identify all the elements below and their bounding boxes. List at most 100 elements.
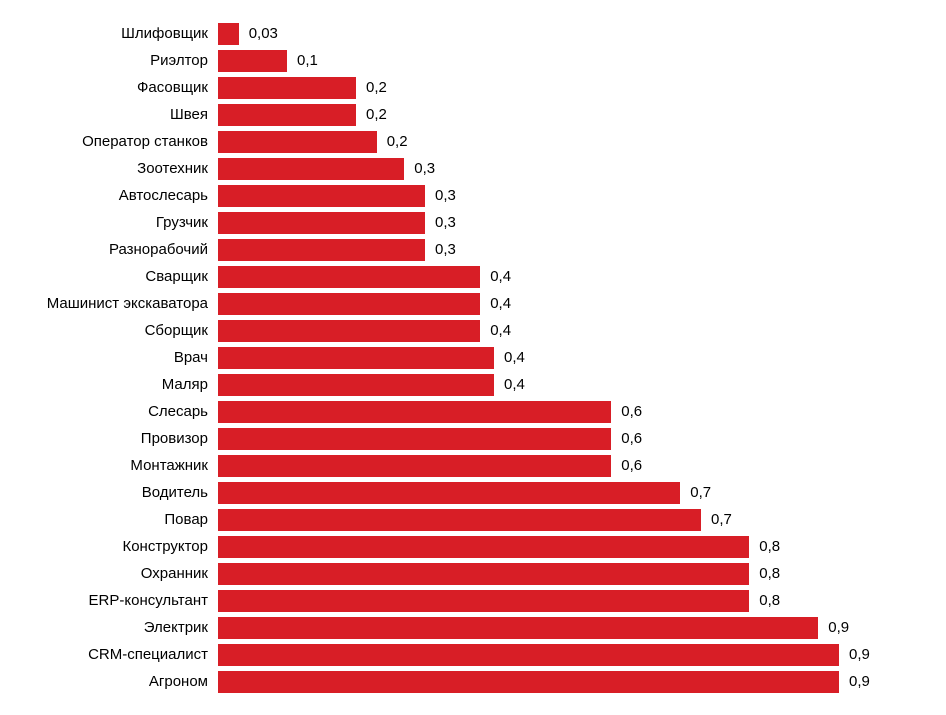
bar-fill [218,320,480,342]
bar-row: Зоотехник0,3 [20,155,926,182]
bar-value-label: 0,2 [377,133,408,150]
bar-track: 0,6 [218,428,926,450]
bar-track: 0,2 [218,77,926,99]
bar-row: Конструктор0,8 [20,533,926,560]
bar-row: CRM-специалист 0,9 [20,641,926,668]
bar-track: 0,9 [218,617,926,639]
bar-category-label: ERP-консультант [20,592,218,609]
bar-value-label: 0,2 [356,79,387,96]
bar-row: Маляр 0,4 [20,371,926,398]
bar-category-label: CRM-специалист [20,646,218,663]
bar-category-label: Охранник [20,565,218,582]
bar-track: 0,3 [218,239,926,261]
bar-track: 0,6 [218,455,926,477]
bar-row: Грузчик0,3 [20,209,926,236]
bar-fill [218,266,480,288]
bar-row: Риэлтор 0,1 [20,47,926,74]
bar-track: 0,3 [218,185,926,207]
bar-row: ERP-консультант 0,8 [20,587,926,614]
bar-fill [218,158,404,180]
bar-row: Провизор0,6 [20,425,926,452]
bar-category-label: Провизор [20,430,218,447]
bar-value-label: 0,7 [701,511,732,528]
bar-value-label: 0,6 [611,457,642,474]
bar-value-label: 0,2 [356,106,387,123]
bar-category-label: Разнорабочий [20,241,218,258]
bar-value-label: 0,4 [494,376,525,393]
bar-fill [218,455,611,477]
bar-value-label: 0,9 [818,619,849,636]
bar-fill [218,644,839,666]
bar-row: Электрик 0,9 [20,614,926,641]
bar-row: Врач0,4 [20,344,926,371]
bar-category-label: Фасовщик [20,79,218,96]
bar-fill [218,347,494,369]
bar-track: 0,1 [218,50,926,72]
bar-fill [218,536,749,558]
horizontal-bar-chart: Шлифовщик 0,03 Риэлтор 0,1 Фасовщик 0,2 Швея 0,… [20,20,926,695]
bar-row: Охранник 0,8 [20,560,926,587]
bar-track: 0,8 [218,536,926,558]
bar-category-label: Повар [20,511,218,528]
bar-fill [218,590,749,612]
bar-category-label: Швея [20,106,218,123]
bar-value-label: 0,8 [749,592,780,609]
bar-fill [218,50,287,72]
bar-row: Агроном 0,9 [20,668,926,695]
bar-category-label: Слесарь [20,403,218,420]
bar-fill [218,428,611,450]
bar-category-label: Маляр [20,376,218,393]
bar-track: 0,4 [218,320,926,342]
bar-track: 0,3 [218,158,926,180]
bar-value-label: 0,1 [287,52,318,69]
bar-category-label: Электрик [20,619,218,636]
bar-row: Автослесарь 0,3 [20,182,926,209]
bar-category-label: Сборщик [20,322,218,339]
bar-track: 0,2 [218,131,926,153]
bar-category-label: Сварщик [20,268,218,285]
bar-track: 0,8 [218,563,926,585]
bar-row: Монтажник 0,6 [20,452,926,479]
bar-fill [218,185,425,207]
bar-value-label: 0,9 [839,646,870,663]
bar-fill [218,482,680,504]
bar-fill [218,104,356,126]
bar-track: 0,9 [218,644,926,666]
bar-row: Шлифовщик 0,03 [20,20,926,47]
bar-fill [218,77,356,99]
bar-value-label: 0,4 [480,322,511,339]
bar-track: 0,3 [218,212,926,234]
bar-value-label: 0,4 [480,295,511,312]
bar-track: 0,2 [218,104,926,126]
bar-category-label: Автослесарь [20,187,218,204]
bar-fill [218,293,480,315]
bar-category-label: Машинист экскаватора [20,295,218,312]
bar-fill [218,374,494,396]
bar-category-label: Монтажник [20,457,218,474]
bar-category-label: Конструктор [20,538,218,555]
bar-row: Разнорабочий 0,3 [20,236,926,263]
bar-value-label: 0,8 [749,565,780,582]
bar-category-label: Риэлтор [20,52,218,69]
bar-value-label: 0,3 [425,214,456,231]
bar-fill [218,239,425,261]
bar-value-label: 0,3 [425,187,456,204]
bar-category-label: Шлифовщик [20,25,218,42]
bar-fill [218,401,611,423]
bar-fill [218,23,239,45]
bar-category-label: Врач [20,349,218,366]
bar-category-label: Агроном [20,673,218,690]
bar-value-label: 0,9 [839,673,870,690]
bar-row: Повар 0,7 [20,506,926,533]
bar-track: 0,4 [218,347,926,369]
bar-track: 0,4 [218,374,926,396]
bar-value-label: 0,03 [239,25,278,42]
bar-category-label: Водитель [20,484,218,501]
bar-value-label: 0,3 [425,241,456,258]
bar-value-label: 0,6 [611,403,642,420]
bar-track: 0,9 [218,671,926,693]
bar-row: Машинист экскаватора 0,4 [20,290,926,317]
bar-fill [218,671,839,693]
bar-row: Сборщик 0,4 [20,317,926,344]
bar-track: 0,7 [218,509,926,531]
